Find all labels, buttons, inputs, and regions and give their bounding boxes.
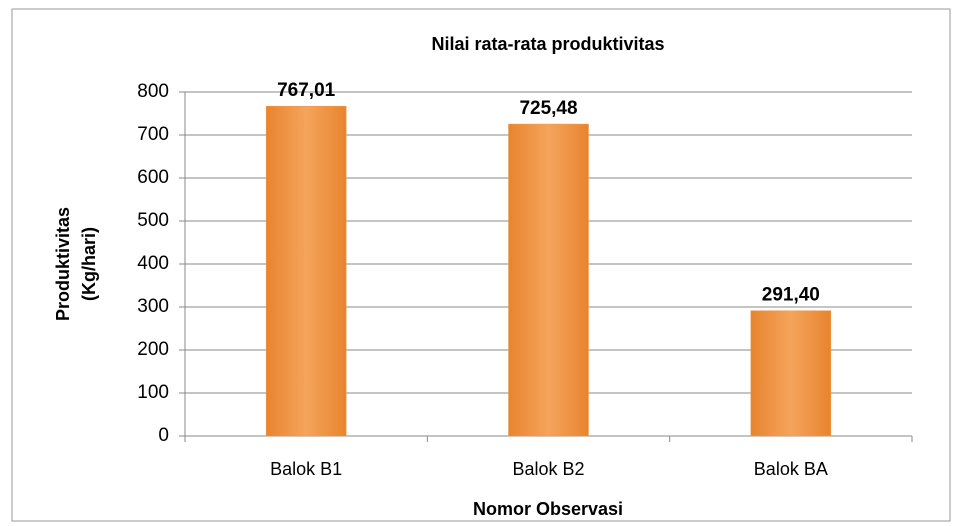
- bar: [508, 123, 589, 437]
- y-axis-title: Produktivitas: [53, 207, 73, 321]
- data-label: 725,48: [519, 98, 577, 119]
- data-label: 291,40: [762, 285, 820, 306]
- y-tick-label: 800: [137, 81, 169, 102]
- x-axis-title: Nomor Observasi: [473, 499, 623, 519]
- y-tick-label: 600: [137, 167, 169, 188]
- y-tick-label: 200: [137, 339, 169, 360]
- x-tick-label: Balok B2: [512, 459, 584, 479]
- y-tick-label: 0: [158, 425, 169, 446]
- x-tick-label: Balok BA: [754, 459, 828, 479]
- data-label: 767,01: [277, 80, 336, 101]
- y-tick-label: 300: [137, 296, 169, 317]
- y-tick-label: 700: [137, 124, 169, 145]
- y-tick-label: 400: [137, 253, 169, 274]
- y-tick-label: 100: [137, 382, 169, 403]
- bar: [265, 105, 347, 437]
- bar: [750, 310, 832, 437]
- x-tick-label: Balok B1: [270, 459, 342, 479]
- chart-title: Nilai rata-rata produktivitas: [431, 34, 664, 54]
- y-tick-label: 500: [137, 210, 169, 231]
- y-axis-title: (Kg/hari): [79, 227, 99, 301]
